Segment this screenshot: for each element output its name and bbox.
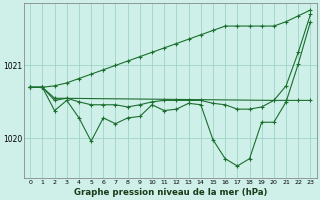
X-axis label: Graphe pression niveau de la mer (hPa): Graphe pression niveau de la mer (hPa): [74, 188, 267, 197]
